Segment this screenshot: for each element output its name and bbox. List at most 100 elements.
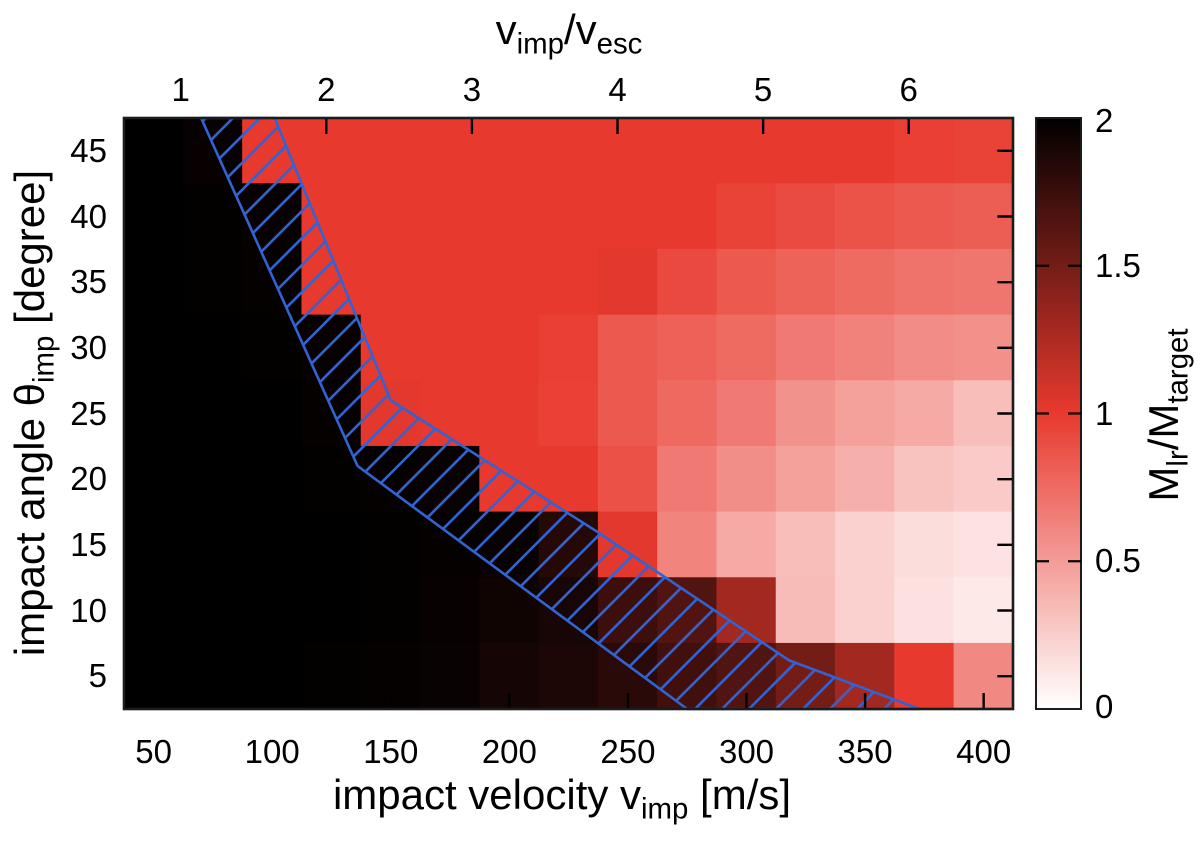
- heatmap-cell: [657, 117, 718, 185]
- heatmap-cell: [835, 445, 896, 513]
- heatmap-cell: [894, 577, 955, 644]
- heatmap-cell: [182, 314, 243, 382]
- heatmap-cell: [597, 445, 658, 513]
- heatmap-cell: [182, 380, 243, 447]
- y-tick-label: 15: [70, 525, 107, 563]
- heatmap-cell: [479, 380, 540, 447]
- heatmap-cell: [835, 314, 896, 382]
- heatmap-cell: [360, 183, 421, 250]
- heatmap-cell: [182, 511, 243, 579]
- y-tick-label: 20: [70, 460, 107, 498]
- heatmap-cell: [835, 117, 896, 185]
- heatmap-cell: [894, 642, 955, 710]
- heatmap-cell: [775, 511, 836, 579]
- heatmap-cell: [182, 248, 243, 316]
- top-tick-label: 5: [753, 71, 773, 108]
- top-tick-label: 4: [608, 71, 627, 108]
- y-axis-label: impact angle θimp [degree]: [6, 169, 60, 657]
- top-tick-label: 2: [317, 71, 336, 108]
- x-axis-label-sub: imp: [641, 792, 689, 826]
- y-axis-label-sub: imp: [27, 335, 61, 383]
- heatmap-cell: [716, 117, 777, 185]
- y-axis-label-units: [degree]: [6, 169, 53, 336]
- heatmap-cell: [420, 642, 481, 710]
- top-axis-title-text2: /v: [563, 6, 597, 53]
- x-tick-label: 400: [956, 733, 1012, 770]
- colorbar-tick-label: 0: [1095, 688, 1114, 725]
- heatmap-cell: [597, 248, 658, 316]
- y-tick-label: 30: [70, 328, 107, 366]
- heatmap-cell: [182, 183, 243, 250]
- heatmap-cell: [301, 577, 362, 644]
- heatmap-cell: [538, 117, 599, 185]
- heatmap-cell: [716, 511, 777, 579]
- heatmap-cell: [360, 117, 421, 185]
- heatmap-cell: [479, 183, 540, 250]
- heatmap-cell: [479, 314, 540, 382]
- heatmap-cell: [301, 511, 362, 579]
- colorbar-tick-label: 2: [1095, 102, 1114, 139]
- heatmap-cell: [597, 183, 658, 250]
- heatmap-cell: [775, 577, 836, 644]
- heatmap-cell: [835, 380, 896, 447]
- heatmap-cell: [538, 314, 599, 382]
- x-axis-label: impact velocity vimp [m/s]: [332, 771, 791, 824]
- heatmap-cell: [716, 380, 777, 447]
- colorbar-tick-label: 1: [1095, 394, 1114, 432]
- heatmap-cell: [538, 183, 599, 250]
- heatmap-cell: [657, 183, 718, 250]
- heatmap-cell: [894, 314, 955, 382]
- x-tick-label: 100: [244, 733, 300, 770]
- x-tick-label: 150: [363, 733, 419, 770]
- x-tick-label: 200: [481, 733, 537, 770]
- top-tick-label: 3: [462, 71, 482, 108]
- heatmap-cell: [242, 380, 303, 447]
- heatmap-cell: [242, 511, 303, 579]
- colorbar-label: Mlr/Mtarget: [1140, 328, 1194, 501]
- heatmap-cell: [775, 314, 836, 382]
- heatmap-cell: [835, 511, 896, 579]
- heatmap-cell: [716, 248, 777, 316]
- heatmap-cell: [538, 642, 599, 710]
- heatmap-cell: [716, 314, 777, 382]
- colorbar-tick-label: 0.5: [1095, 542, 1141, 580]
- top-axis-title-text: v: [495, 6, 517, 53]
- heatmap-cell: [360, 511, 421, 579]
- top-axis-title-sub2: esc: [596, 27, 643, 61]
- heatmap-cell: [657, 445, 718, 513]
- heatmap-cell: [835, 248, 896, 316]
- top-tick-label: 1: [171, 71, 190, 108]
- heatmap-cell: [716, 445, 777, 513]
- heatmap-cell: [775, 380, 836, 447]
- heatmap-cell: [657, 248, 718, 316]
- colorbar-ticks: [1036, 264, 1081, 563]
- heatmap-cell: [538, 248, 599, 316]
- colorbar-label-sub1: lr: [1161, 450, 1195, 467]
- top-axis-title: vimp/vesc: [495, 6, 643, 59]
- heatmap-cell: [479, 248, 540, 316]
- heatmap-cell: [420, 183, 481, 250]
- heatmap-cell: [301, 445, 362, 513]
- heatmap-cell: [716, 183, 777, 250]
- heatmap-cell: [420, 117, 481, 185]
- heatmap-cell: [775, 445, 836, 513]
- y-tick-label: 45: [70, 131, 107, 169]
- transition-band-annotation: [199, 116, 921, 711]
- x-tick-label: 50: [135, 733, 172, 770]
- y-tick-label: 5: [88, 657, 107, 695]
- heatmap-cell: [657, 380, 718, 447]
- heatmap-cell: [597, 380, 658, 447]
- y-tick-label: 40: [70, 197, 107, 235]
- x-axis-label-text: impact velocity v: [332, 771, 642, 818]
- colorbar-label-sub2: target: [1161, 328, 1195, 404]
- heatmap-cell: [894, 117, 955, 185]
- y-axis-label-text: impact angle θ: [6, 382, 53, 657]
- heatmap-cell: [835, 577, 896, 644]
- heatmap-cell: [182, 642, 243, 710]
- x-tick-label: 250: [600, 733, 656, 770]
- heatmap-cell: [894, 380, 955, 447]
- y-tick-label: 25: [70, 394, 107, 432]
- heatmap-cell: [894, 445, 955, 513]
